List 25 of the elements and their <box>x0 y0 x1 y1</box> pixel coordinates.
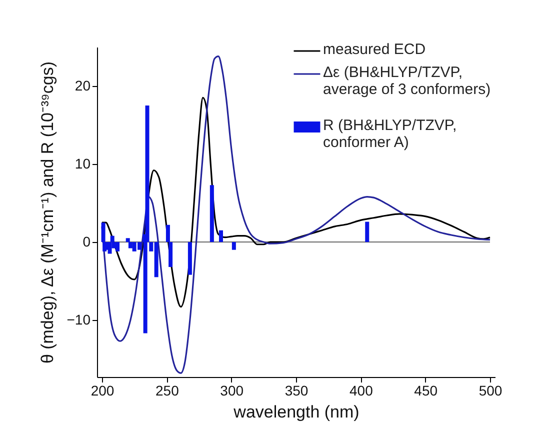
x-tick-label: 300 <box>220 382 244 398</box>
bar <box>210 185 214 242</box>
legend-label: R (BH&HLYP/TZVP, conformer A) <box>323 117 457 151</box>
x-tick-label: 400 <box>349 382 374 398</box>
bar <box>218 230 223 242</box>
y-axis-title: θ (mdeg), Δε (M⁻¹cm⁻¹) and R (10⁻³⁹cgs) <box>38 61 57 364</box>
x-tick-label: 500 <box>478 382 502 398</box>
bar <box>188 242 192 275</box>
bar <box>116 242 120 252</box>
bar <box>128 242 132 248</box>
x-tick-label: 200 <box>90 382 114 398</box>
legend-label: measured ECD <box>323 41 426 58</box>
bar <box>365 222 370 242</box>
y-tick-label: 20 <box>74 78 91 94</box>
y-tick-label: −10 <box>66 312 91 328</box>
line-series <box>101 56 491 374</box>
x-tick-label: 450 <box>414 382 438 398</box>
line-series <box>101 96 491 308</box>
bar <box>232 242 236 250</box>
x-axis-title: wavelength (nm) <box>232 402 360 422</box>
x-tick-label: 250 <box>155 382 180 398</box>
y-tick-label: 10 <box>74 156 91 172</box>
x-tick-label: 350 <box>284 382 308 398</box>
legend-label: Δε (BH&HLYP/TZVP, average of 3 conformers) <box>323 64 491 98</box>
y-tick-label: 0 <box>82 234 91 250</box>
